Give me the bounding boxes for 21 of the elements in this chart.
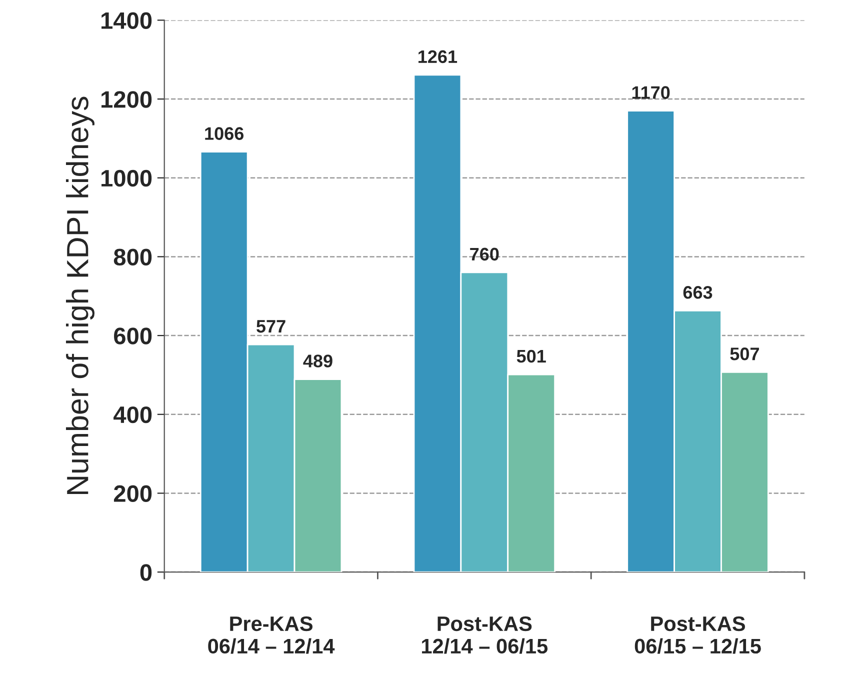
y-tick-label: 400 (114, 406, 152, 424)
data-label: 501 (516, 350, 546, 363)
data-label: 507 (730, 348, 759, 360)
y-tick-label: 800 (114, 248, 152, 266)
data-label: 760 (470, 248, 499, 261)
x-tick-label: Post-KAS 12/14 – 06/15 (422, 616, 548, 654)
data-label: 489 (303, 354, 332, 368)
y-tick-label: 200 (114, 485, 152, 502)
y-tick-label: 1400 (102, 12, 152, 29)
y-tick-label: 0 (140, 564, 152, 581)
data-label: 1261 (418, 50, 458, 64)
x-tick-label: Post-KAS 06/15 – 12/15 (634, 616, 761, 654)
y-tick-label: 1000 (102, 170, 152, 187)
x-tick-label: Pre-KAS 06/14 – 12/14 (208, 616, 335, 654)
y-tick-label: 600 (114, 328, 152, 344)
y-axis-title: Number of high KDPI kidneys (66, 96, 94, 494)
data-label: 663 (683, 286, 712, 299)
y-tick-label: 1200 (102, 91, 152, 108)
data-label: 577 (256, 320, 286, 333)
data-label: 1066 (205, 127, 244, 140)
data-label: 1170 (632, 86, 670, 99)
